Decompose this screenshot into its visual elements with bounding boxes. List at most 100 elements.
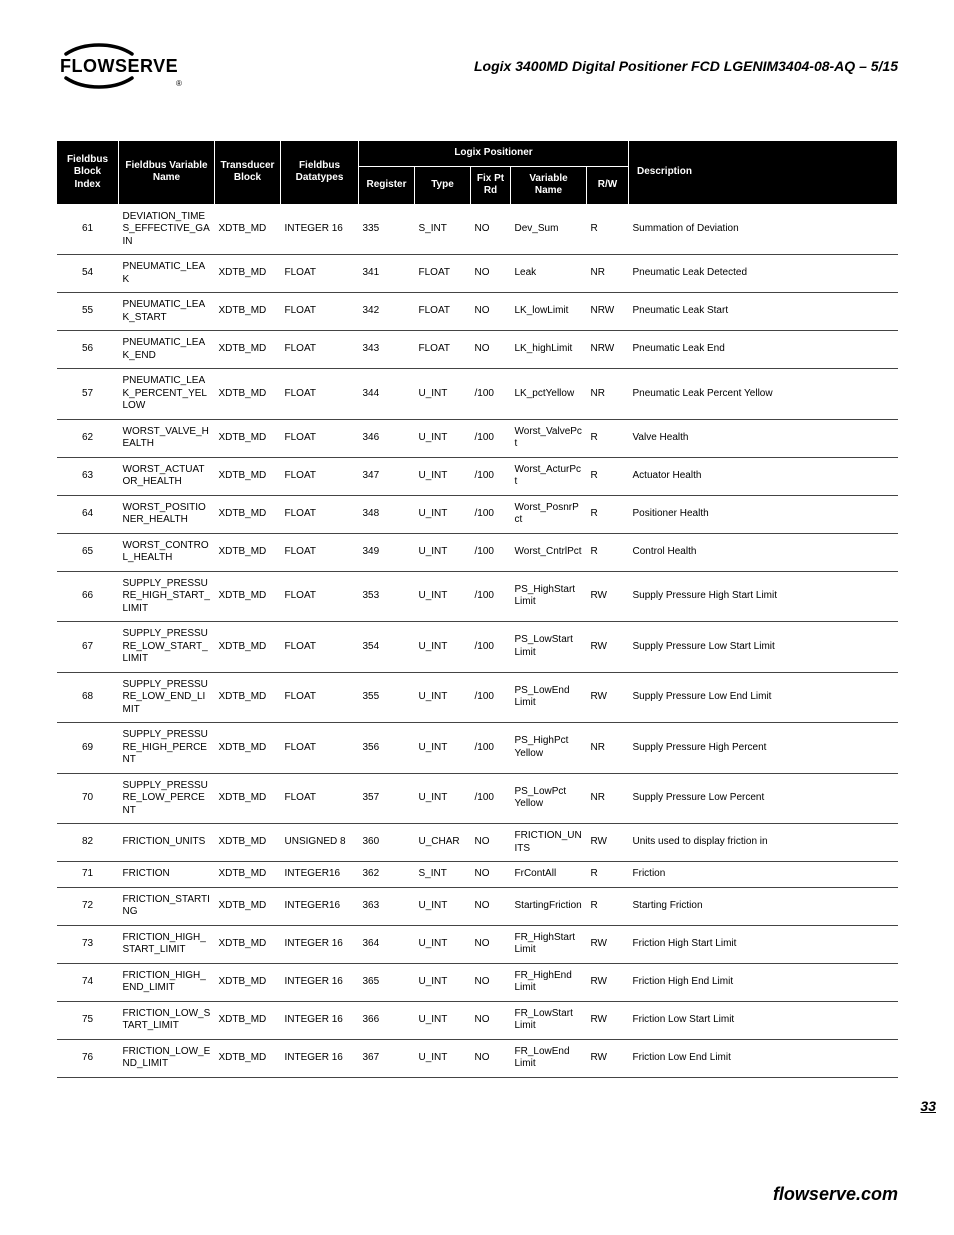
cell-typ: U_INT: [415, 495, 471, 533]
cell-dt: INTEGER16: [281, 887, 359, 925]
cell-var: WORST_POSITIONER_HEALTH: [119, 495, 215, 533]
cell-dt: INTEGER 16: [281, 963, 359, 1001]
cell-rw: R: [587, 887, 629, 925]
cell-fix: /100: [471, 369, 511, 420]
cell-idx: 82: [57, 824, 119, 862]
cell-desc: Positioner Health: [629, 495, 898, 533]
cell-desc: Supply Pressure Low Start Limit: [629, 622, 898, 673]
col-vn: Variable Name: [511, 166, 587, 204]
cell-var: SUPPLY_PRESSURE_HIGH_PERCENT: [119, 723, 215, 774]
cell-vn: FR_HighEnd Limit: [511, 963, 587, 1001]
cell-blk: XDTB_MD: [215, 533, 281, 571]
cell-reg: 335: [359, 204, 415, 255]
cell-vn: PS_HighPct Yellow: [511, 723, 587, 774]
cell-idx: 62: [57, 419, 119, 457]
table-row: 61DEVIATION_TIMES_EFFECTIVE_GAINXDTB_MDI…: [57, 204, 898, 255]
cell-rw: RW: [587, 672, 629, 723]
cell-desc: Friction Low End Limit: [629, 1039, 898, 1077]
cell-typ: FLOAT: [415, 293, 471, 331]
cell-reg: 367: [359, 1039, 415, 1077]
col-dt: Fieldbus Datatypes: [281, 141, 359, 205]
cell-reg: 342: [359, 293, 415, 331]
cell-reg: 356: [359, 723, 415, 774]
table-row: 63WORST_ACTUATOR_HEALTHXDTB_MDFLOAT347U_…: [57, 457, 898, 495]
cell-rw: R: [587, 533, 629, 571]
cell-rw: R: [587, 204, 629, 255]
cell-dt: FLOAT: [281, 672, 359, 723]
cell-var: DEVIATION_TIMES_EFFECTIVE_GAIN: [119, 204, 215, 255]
cell-var: WORST_CONTROL_HEALTH: [119, 533, 215, 571]
cell-dt: INTEGER16: [281, 862, 359, 888]
cell-desc: Friction High End Limit: [629, 963, 898, 1001]
cell-typ: U_INT: [415, 925, 471, 963]
cell-fix: /100: [471, 723, 511, 774]
cell-dt: FLOAT: [281, 255, 359, 293]
cell-dt: FLOAT: [281, 369, 359, 420]
cell-dt: FLOAT: [281, 723, 359, 774]
cell-rw: NR: [587, 723, 629, 774]
footer-url: flowserve.com: [773, 1184, 898, 1205]
cell-typ: U_CHAR: [415, 824, 471, 862]
page-number: 33: [920, 1098, 936, 1114]
col-var: Fieldbus Variable Name: [119, 141, 215, 205]
cell-typ: U_INT: [415, 622, 471, 673]
register-table: Fieldbus Block Index Fieldbus Variable N…: [56, 140, 898, 1078]
cell-vn: Worst_CntrlPct: [511, 533, 587, 571]
col-desc: Description: [629, 141, 898, 205]
table-row: 54PNEUMATIC_LEAKXDTB_MDFLOAT341FLOATNOLe…: [57, 255, 898, 293]
cell-idx: 70: [57, 773, 119, 824]
cell-typ: U_INT: [415, 571, 471, 622]
cell-dt: INTEGER 16: [281, 1001, 359, 1039]
cell-reg: 343: [359, 331, 415, 369]
cell-desc: Friction Low Start Limit: [629, 1001, 898, 1039]
cell-blk: XDTB_MD: [215, 495, 281, 533]
document-title: Logix 3400MD Digital Positioner FCD LGEN…: [474, 58, 898, 74]
cell-dt: UNSIGNED 8: [281, 824, 359, 862]
cell-var: FRICTION_STARTING: [119, 887, 215, 925]
cell-reg: 347: [359, 457, 415, 495]
cell-rw: R: [587, 862, 629, 888]
cell-dt: FLOAT: [281, 457, 359, 495]
cell-rw: NRW: [587, 293, 629, 331]
cell-fix: /100: [471, 672, 511, 723]
cell-typ: U_INT: [415, 773, 471, 824]
cell-rw: RW: [587, 963, 629, 1001]
cell-desc: Starting Friction: [629, 887, 898, 925]
cell-blk: XDTB_MD: [215, 925, 281, 963]
cell-reg: 346: [359, 419, 415, 457]
cell-dt: FLOAT: [281, 495, 359, 533]
cell-var: WORST_ACTUATOR_HEALTH: [119, 457, 215, 495]
cell-idx: 64: [57, 495, 119, 533]
cell-desc: Supply Pressure High Percent: [629, 723, 898, 774]
cell-desc: Summation of Deviation: [629, 204, 898, 255]
cell-rw: RW: [587, 571, 629, 622]
cell-dt: FLOAT: [281, 293, 359, 331]
cell-rw: RW: [587, 824, 629, 862]
cell-typ: U_INT: [415, 369, 471, 420]
cell-reg: 363: [359, 887, 415, 925]
cell-blk: XDTB_MD: [215, 862, 281, 888]
col-typ: Type: [415, 166, 471, 204]
cell-idx: 76: [57, 1039, 119, 1077]
cell-typ: U_INT: [415, 457, 471, 495]
cell-dt: FLOAT: [281, 533, 359, 571]
cell-var: PNEUMATIC_LEAK_START: [119, 293, 215, 331]
cell-reg: 341: [359, 255, 415, 293]
cell-typ: S_INT: [415, 862, 471, 888]
cell-rw: RW: [587, 925, 629, 963]
cell-typ: S_INT: [415, 204, 471, 255]
table-body: 61DEVIATION_TIMES_EFFECTIVE_GAINXDTB_MDI…: [57, 204, 898, 1077]
table-row: 72FRICTION_STARTINGXDTB_MDINTEGER16363U_…: [57, 887, 898, 925]
cell-rw: NR: [587, 773, 629, 824]
cell-dt: INTEGER 16: [281, 925, 359, 963]
table-row: 75FRICTION_LOW_START_LIMITXDTB_MDINTEGER…: [57, 1001, 898, 1039]
cell-blk: XDTB_MD: [215, 331, 281, 369]
cell-fix: NO: [471, 293, 511, 331]
cell-fix: NO: [471, 862, 511, 888]
cell-blk: XDTB_MD: [215, 457, 281, 495]
table-row: 69SUPPLY_PRESSURE_HIGH_PERCENTXDTB_MDFLO…: [57, 723, 898, 774]
cell-rw: RW: [587, 622, 629, 673]
cell-blk: XDTB_MD: [215, 773, 281, 824]
cell-blk: XDTB_MD: [215, 419, 281, 457]
cell-fix: NO: [471, 204, 511, 255]
